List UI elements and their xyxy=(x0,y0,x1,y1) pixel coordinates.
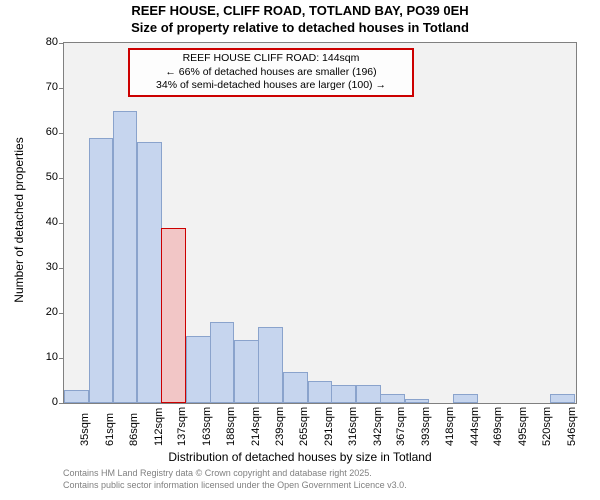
x-tick-label: 367sqm xyxy=(395,407,407,446)
annotation-line3: 34% of semi-detached houses are larger (… xyxy=(136,79,406,93)
bar xyxy=(89,138,114,404)
bar-highlighted xyxy=(161,228,186,404)
y-tick-mark xyxy=(59,358,64,359)
annotation-line2: ← 66% of detached houses are smaller (19… xyxy=(136,66,406,80)
bar xyxy=(258,327,283,404)
highlight-annotation: REEF HOUSE CLIFF ROAD: 144sqm ← 66% of d… xyxy=(128,48,414,97)
bar xyxy=(113,111,138,404)
bar xyxy=(380,394,405,403)
footer-attribution: Contains HM Land Registry data © Crown c… xyxy=(63,468,407,491)
y-tick-label: 0 xyxy=(52,396,58,408)
x-tick-label: 86sqm xyxy=(128,413,140,446)
y-tick-mark xyxy=(59,313,64,314)
y-tick-label: 40 xyxy=(46,216,58,228)
bar xyxy=(137,142,162,403)
x-tick-label: 495sqm xyxy=(517,407,529,446)
bar xyxy=(234,340,259,403)
bar xyxy=(210,322,235,403)
footer-line2: Contains public sector information licen… xyxy=(63,480,407,492)
x-tick-label: 291sqm xyxy=(323,407,335,446)
x-tick-label: 214sqm xyxy=(250,407,262,446)
bar xyxy=(550,394,575,403)
y-tick-mark xyxy=(59,88,64,89)
x-tick-label: 188sqm xyxy=(225,407,237,446)
x-tick-label: 444sqm xyxy=(469,407,481,446)
y-tick-mark xyxy=(59,403,64,404)
chart-title-line2: Size of property relative to detached ho… xyxy=(0,20,600,35)
y-tick-label: 50 xyxy=(46,171,58,183)
x-tick-label: 520sqm xyxy=(541,407,553,446)
bar xyxy=(186,336,211,404)
bar xyxy=(453,394,478,403)
y-tick-label: 20 xyxy=(46,306,58,318)
x-tick-label: 265sqm xyxy=(298,407,310,446)
bar xyxy=(308,381,333,404)
x-tick-label: 137sqm xyxy=(176,407,188,446)
y-tick-label: 80 xyxy=(46,36,58,48)
x-tick-label: 393sqm xyxy=(420,407,432,446)
y-axis-label: Number of detached properties xyxy=(12,137,26,302)
x-tick-label: 469sqm xyxy=(492,407,504,446)
bar xyxy=(356,385,381,403)
y-tick-mark xyxy=(59,178,64,179)
y-tick-mark xyxy=(59,43,64,44)
x-tick-label: 239sqm xyxy=(274,407,286,446)
y-tick-label: 10 xyxy=(46,351,58,363)
x-tick-label: 35sqm xyxy=(79,413,91,446)
x-tick-label: 163sqm xyxy=(201,407,213,446)
x-tick-label: 61sqm xyxy=(104,413,116,446)
footer-line1: Contains HM Land Registry data © Crown c… xyxy=(63,468,407,480)
bar xyxy=(64,390,89,404)
x-tick-label: 546sqm xyxy=(566,407,578,446)
y-tick-mark xyxy=(59,133,64,134)
y-tick-label: 60 xyxy=(46,126,58,138)
histogram-chart: REEF HOUSE, CLIFF ROAD, TOTLAND BAY, PO3… xyxy=(0,0,600,500)
y-tick-mark xyxy=(59,268,64,269)
bar xyxy=(331,385,356,403)
x-tick-label: 112sqm xyxy=(153,408,165,446)
chart-title-line1: REEF HOUSE, CLIFF ROAD, TOTLAND BAY, PO3… xyxy=(0,3,600,18)
y-tick-label: 70 xyxy=(46,81,58,93)
y-tick-label: 30 xyxy=(46,261,58,273)
x-tick-label: 342sqm xyxy=(372,407,384,446)
bar xyxy=(405,399,430,404)
x-tick-label: 418sqm xyxy=(444,407,456,446)
x-axis-label: Distribution of detached houses by size … xyxy=(0,450,600,464)
y-tick-mark xyxy=(59,223,64,224)
annotation-line1: REEF HOUSE CLIFF ROAD: 144sqm xyxy=(136,52,406,66)
bar xyxy=(283,372,308,404)
x-tick-label: 316sqm xyxy=(347,407,359,446)
